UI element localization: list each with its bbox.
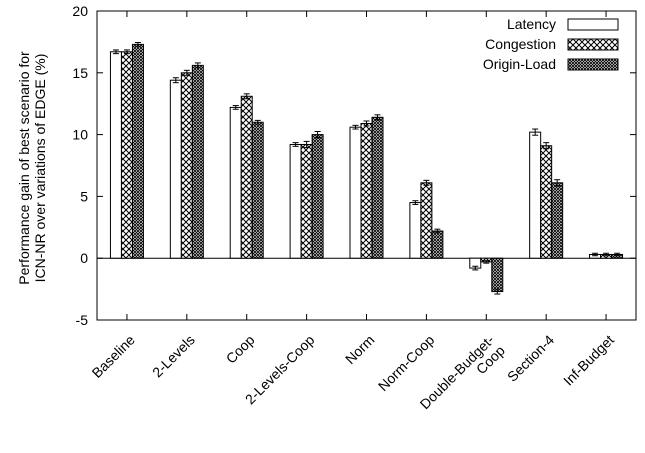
y-tick-label: 20 (72, 3, 88, 19)
x-tick-label-line: Coop (223, 331, 258, 366)
x-tick-label: Inf-Budget (560, 332, 617, 389)
bar-latency (409, 202, 422, 259)
bar-latency (169, 79, 182, 259)
x-tick-label: Norm (342, 332, 378, 368)
legend-swatch-origin-load (567, 58, 619, 71)
x-tick-label-line: Section-4 (504, 331, 557, 384)
y-tick-label: -5 (76, 312, 89, 328)
x-tick-label-line: Norm-Coop (375, 331, 438, 394)
bar-congestion (540, 145, 553, 259)
legend-label: Congestion (485, 36, 556, 52)
y-tick-label: 0 (80, 250, 88, 266)
x-tick-label: Coop (223, 331, 258, 366)
legend-label: Latency (507, 16, 556, 32)
x-tick-label: 2-Levels (149, 332, 198, 381)
bar-origin-load (491, 257, 504, 293)
bar-congestion (180, 72, 193, 259)
y-axis-title-line-2: ICN-NR over variations of EDGE (%) (32, 54, 48, 283)
x-tick-label-line: 2-Levels (149, 332, 198, 381)
bar-latency (289, 143, 302, 259)
bar-origin-load (131, 43, 144, 259)
x-tick-label: Section-4 (504, 331, 557, 384)
bar-latency (349, 126, 362, 259)
bar-congestion (120, 51, 133, 259)
bar-congestion (300, 143, 313, 259)
legend-swatch-latency (567, 18, 619, 31)
bar-origin-load (371, 116, 384, 259)
y-tick-label: 10 (72, 127, 88, 143)
y-axis-title: Performance gain of best scenario for IC… (16, 51, 48, 285)
error-bars (112, 42, 621, 295)
bar-latency (529, 131, 542, 259)
x-tick-label: Baseline (89, 331, 138, 380)
legend-label: Origin-Load (483, 56, 556, 72)
bar-origin-load (191, 64, 204, 259)
legend-swatch-congestion (567, 38, 619, 51)
bar-congestion (360, 122, 373, 259)
x-tick-label-line: Baseline (89, 331, 138, 380)
y-axis-title-line-1: Performance gain of best scenario for (16, 51, 32, 285)
bar-origin-load (311, 134, 324, 259)
x-tick-label-line: Inf-Budget (560, 332, 617, 389)
bars (109, 43, 624, 293)
bar-latency (229, 106, 242, 259)
y-tick-label: 5 (80, 188, 88, 204)
x-tick-label-line: Norm (342, 332, 378, 368)
plot-frame (96, 10, 637, 321)
bar-origin-load (251, 121, 264, 259)
bar-latency (109, 51, 122, 259)
bar-congestion (240, 95, 253, 259)
x-tick-label: Norm-Coop (375, 331, 438, 394)
bar-origin-load (551, 182, 564, 259)
bar-origin-load (431, 230, 444, 259)
axes: -5 0 5 10 15 20 (72, 3, 637, 328)
legend: Latency Congestion Origin-Load (483, 16, 619, 72)
bar-congestion (420, 182, 433, 259)
y-tick-label: 15 (72, 65, 88, 81)
